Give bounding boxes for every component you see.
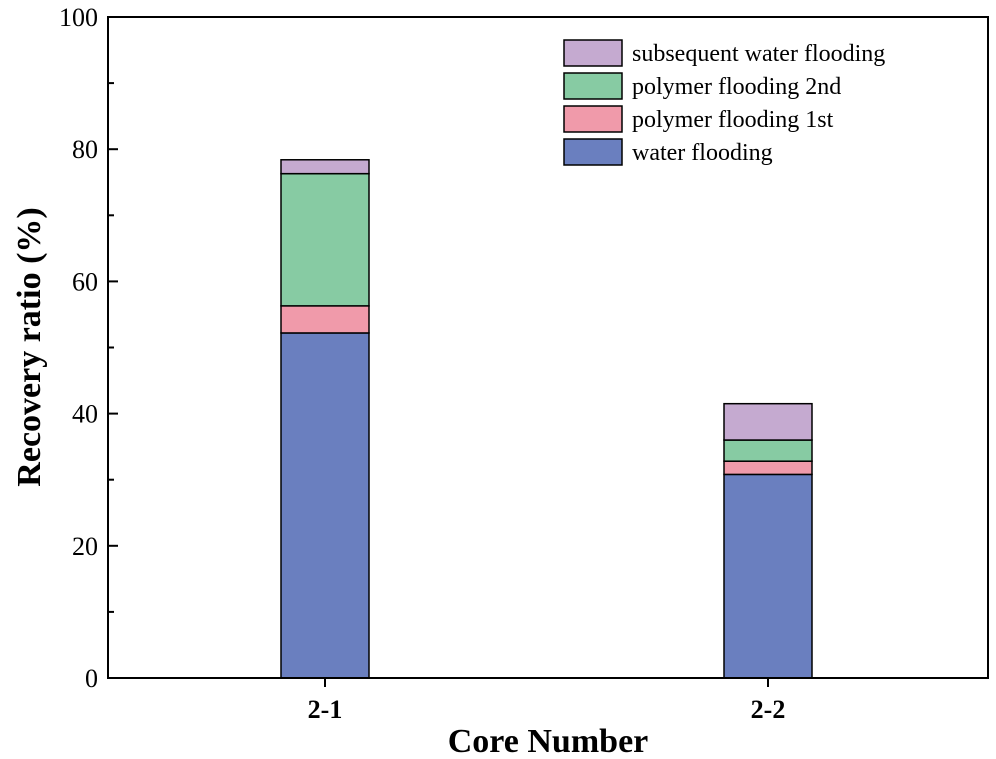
x-axis: 2-1 2-2 xyxy=(308,678,786,724)
legend-swatch xyxy=(563,39,623,67)
y-tick-label: 40 xyxy=(72,400,98,429)
plot-frame xyxy=(107,16,989,679)
x-tick-label: 2-2 xyxy=(751,695,786,724)
legend-swatch xyxy=(563,138,623,166)
legend-label: polymer flooding 1st xyxy=(632,107,834,133)
bar-2-1-water-flooding xyxy=(280,332,370,679)
bars-group xyxy=(280,159,813,679)
legend-swatch xyxy=(563,105,623,133)
legend-swatch xyxy=(563,72,623,100)
y-axis-title: Recovery ratio (%) xyxy=(11,207,48,486)
bar-2-2-polymer-flooding-1st xyxy=(723,460,813,476)
y-tick-label: 100 xyxy=(59,3,98,32)
legend-label: subsequent water flooding xyxy=(632,41,885,67)
bar-2-2-polymer-flooding-2nd xyxy=(723,439,813,462)
bar-2-2-subsequent-water-flooding xyxy=(723,402,813,441)
y-tick-label: 80 xyxy=(72,135,98,164)
bar-2-2-water-flooding xyxy=(723,473,813,679)
y-tick-label: 20 xyxy=(72,532,98,561)
bar-2-1-subsequent-water-flooding xyxy=(280,159,370,175)
bar-2-1-polymer-flooding-1st xyxy=(280,305,370,334)
y-tick-label: 0 xyxy=(85,664,98,693)
x-tick-label: 2-1 xyxy=(308,695,343,724)
y-tick-label: 60 xyxy=(72,267,98,296)
legend: subsequent water flooding polymer floodin… xyxy=(563,39,885,166)
x-axis-title: Core Number xyxy=(448,723,649,759)
y-axis: 0 20 40 60 80 100 xyxy=(59,3,118,693)
bar-2-1-polymer-flooding-2nd xyxy=(280,172,370,307)
legend-label: water flooding xyxy=(632,140,773,166)
legend-label: polymer flooding 2nd xyxy=(632,74,841,100)
